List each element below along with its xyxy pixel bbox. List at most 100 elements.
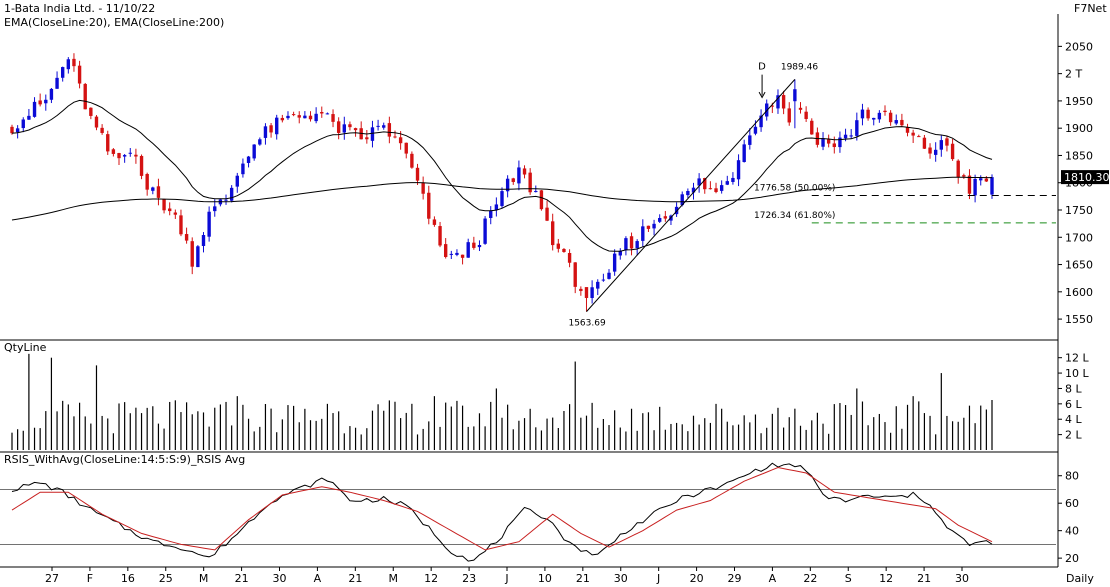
candle-body [353,128,358,131]
candle-body [151,187,155,191]
fib-50-label: 1776.58 (50.00%) [754,184,835,194]
candle-body [962,175,966,177]
x-axis-label: 27 [45,572,59,585]
candle-body [404,142,408,154]
x-axis-label: 12 [424,572,438,585]
candle-body [308,115,313,120]
rsi-axis-label: 60 [1065,497,1079,510]
candle-body [838,137,842,148]
candle-body [872,117,876,120]
candle-body [168,208,172,212]
volume-axis-label: 2 L [1065,429,1082,442]
price-panel: 1776.58 (50.00%) 1726.34 (61.80%) 1989.46 1… [10,53,1056,329]
candle-body [72,58,76,67]
candle-body [320,112,324,114]
d-marker-arrowhead [758,91,766,99]
candle-body [911,132,915,136]
candle-body [489,210,493,219]
candle-body [207,211,211,237]
candle-body [787,108,791,123]
price-axis-label: 1850 [1065,149,1093,162]
ema-200-line [11,176,992,221]
candle-body [117,153,121,159]
candle-body [933,149,938,155]
candle-body [111,149,116,154]
candle-body [365,137,369,140]
high-value-label: 1989.46 [781,62,818,72]
candle-body [145,173,149,190]
last-price-label: 1810.30 [1064,171,1110,184]
candle-body [883,110,887,113]
price-axis-label: 2 T [1065,68,1082,81]
candle-body [810,120,814,135]
candle-body [173,212,178,215]
candle-body [314,113,318,122]
candle-body [950,143,955,160]
candle-body [742,144,746,163]
candle-body [967,175,972,194]
x-axis-label: 10 [538,572,552,585]
x-axis-label: J [504,572,508,585]
candle-body [275,117,279,135]
candle-body [511,178,515,182]
low-value-label: 1563.69 [568,319,605,329]
candle-body [398,137,403,144]
candle-body [539,190,544,210]
candle-body [224,199,228,201]
candle-body [703,178,707,190]
volume-axis-label: 8 L [1065,382,1082,395]
candle-body [888,112,893,123]
price-axis-label: 1900 [1065,122,1093,135]
candle-body [410,153,414,168]
candle-body [415,167,420,181]
candle-body [765,103,769,117]
x-axis-label: 21 [348,572,362,585]
candle-body [27,115,31,120]
candle-body [184,234,189,241]
x-axis-label: 21 [576,572,590,585]
candle-body [551,221,555,246]
candle-body [376,125,380,127]
candle-body [855,120,859,136]
candle-body [49,88,54,100]
candle-body [483,218,487,244]
candle-body [596,281,600,289]
candle-body [731,177,735,182]
candle-body [719,185,724,191]
candle-body [624,238,628,251]
candle-body [32,101,37,117]
x-axis-label: 20 [690,572,704,585]
rsi-panel [0,462,1056,562]
price-axis-label: 1600 [1065,286,1093,299]
candle-body [928,147,932,154]
x-axis-label: A [769,572,777,585]
price-axis-label: 1950 [1065,95,1093,108]
candle-body [291,114,296,116]
d-marker-label: D [758,62,766,73]
candle-body [691,187,696,193]
candle-body [196,246,200,268]
x-axis-label: S [845,572,852,585]
rsi-line [11,462,993,562]
candle-body [443,244,448,258]
candle-body [607,272,611,279]
rsi-panel-label: RSIS_WithAvg(CloseLine:14:5:S:9)_RSIS Av… [4,453,246,466]
x-axis-label: M [389,572,399,585]
candle-body [905,127,910,133]
x-axis-label: 25 [159,572,173,585]
candle-body [348,124,352,128]
indicator-legend: EMA(CloseLine:20), EMA(CloseLine:200) [4,16,225,29]
candle-body [900,119,904,126]
candle-body [894,120,898,124]
candle-body [382,125,386,128]
candle-body [708,188,713,190]
candle-body [849,135,853,137]
volume-panel-label: QtyLine [4,341,47,354]
candle-body [393,136,397,138]
candle-body [252,144,256,159]
candle-body [753,126,758,134]
candle-body [601,279,606,281]
candle-body [213,206,217,212]
candle-body [179,215,183,235]
candle-body [866,109,870,119]
